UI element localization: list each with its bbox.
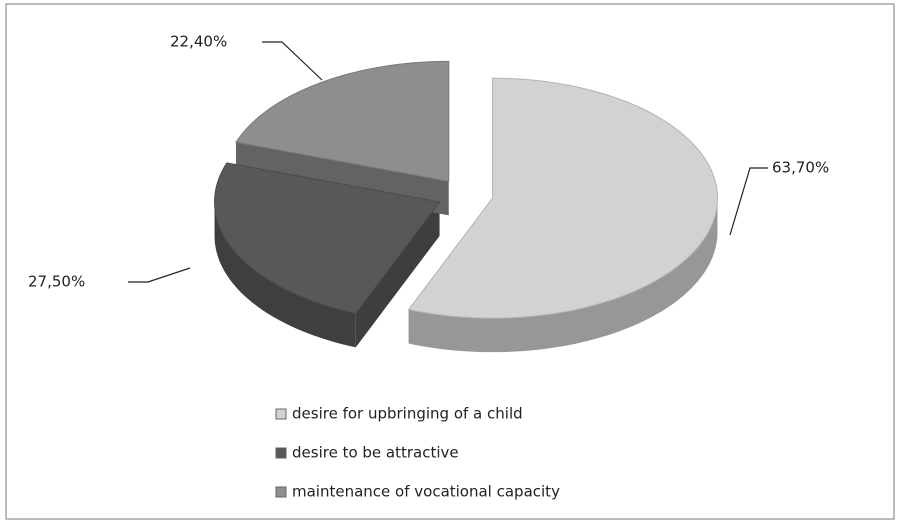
leader-line [729,167,768,236]
pie-slice [235,60,450,182]
data-label: 63,70% [772,159,829,177]
legend-marker [275,486,287,498]
data-label: 27,50% [28,273,85,291]
slice-side [408,198,718,353]
data-label: 22,40% [170,33,227,51]
pie-slice [214,162,441,314]
legend-marker [275,447,287,459]
legend-marker [275,408,287,420]
pie-slice [407,77,718,319]
legend-label: desire to be attractive [292,444,459,462]
leader-line [262,41,323,81]
slice-side [214,201,356,348]
slice-wall [355,201,440,348]
legend-label: desire for upbringing of a child [292,405,523,423]
legend-label: maintenance of vocational capacity [292,483,560,501]
leader-line [128,267,191,283]
